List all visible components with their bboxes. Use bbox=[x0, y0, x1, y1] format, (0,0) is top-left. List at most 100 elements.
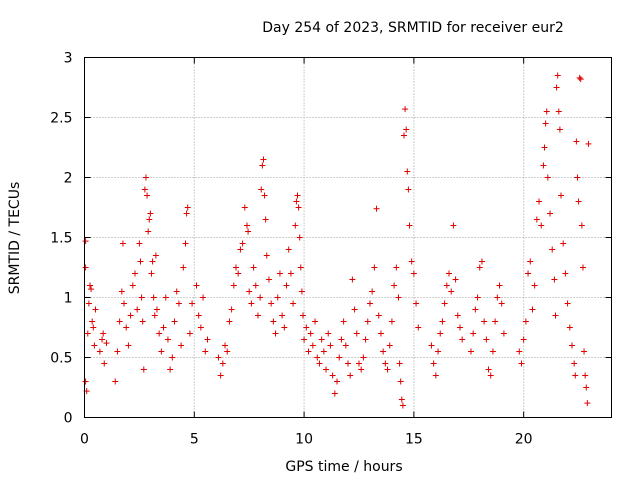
data-point bbox=[543, 108, 550, 115]
data-point bbox=[340, 318, 347, 325]
data-point bbox=[403, 126, 410, 133]
y-tick-label: 1.5 bbox=[50, 231, 72, 247]
data-point bbox=[233, 264, 240, 271]
data-point bbox=[408, 258, 415, 265]
data-point bbox=[82, 264, 89, 271]
data-point bbox=[287, 270, 294, 277]
data-point bbox=[88, 286, 95, 293]
y-tick-label: 0.5 bbox=[50, 351, 72, 367]
data-point bbox=[92, 306, 99, 313]
data-point bbox=[226, 318, 233, 325]
data-point bbox=[351, 306, 358, 313]
data-point bbox=[397, 378, 404, 385]
data-point bbox=[516, 348, 523, 355]
data-point bbox=[564, 300, 571, 307]
data-point bbox=[562, 270, 569, 277]
data-point bbox=[452, 276, 459, 283]
data-point bbox=[162, 294, 169, 301]
data-point bbox=[318, 336, 325, 343]
data-point bbox=[435, 348, 442, 355]
data-point bbox=[538, 222, 545, 229]
data-point bbox=[307, 330, 314, 337]
data-point bbox=[443, 282, 450, 289]
data-point bbox=[395, 294, 402, 301]
data-point bbox=[478, 258, 485, 265]
data-point bbox=[164, 336, 171, 343]
data-point bbox=[150, 294, 157, 301]
data-point bbox=[297, 264, 304, 271]
data-point bbox=[584, 400, 591, 407]
y-tick-label: 0 bbox=[64, 411, 73, 427]
data-point bbox=[581, 348, 588, 355]
data-point bbox=[183, 210, 190, 217]
data-point bbox=[551, 276, 558, 283]
data-point bbox=[258, 186, 265, 193]
data-point bbox=[101, 360, 108, 367]
data-point bbox=[274, 294, 281, 301]
data-point bbox=[160, 324, 167, 331]
data-point bbox=[375, 312, 382, 319]
y-tick-label: 2 bbox=[64, 171, 73, 187]
data-point bbox=[432, 372, 439, 379]
data-point bbox=[175, 300, 182, 307]
data-point bbox=[281, 324, 288, 331]
data-point bbox=[334, 378, 341, 385]
data-point bbox=[285, 246, 292, 253]
data-point bbox=[270, 318, 277, 325]
data-point bbox=[200, 294, 207, 301]
data-point bbox=[542, 120, 549, 127]
data-point bbox=[472, 306, 479, 313]
data-point bbox=[99, 336, 106, 343]
data-point bbox=[189, 300, 196, 307]
data-point bbox=[470, 330, 477, 337]
data-point bbox=[193, 282, 200, 289]
data-point bbox=[415, 324, 422, 331]
data-point bbox=[485, 366, 492, 373]
data-point bbox=[305, 348, 312, 355]
data-point bbox=[241, 204, 248, 211]
y-tick-label: 1 bbox=[64, 291, 73, 307]
data-point bbox=[118, 288, 125, 295]
data-point bbox=[568, 342, 575, 349]
data-point bbox=[296, 234, 303, 241]
data-point bbox=[355, 360, 362, 367]
data-point bbox=[406, 222, 413, 229]
x-tick-label: 0 bbox=[80, 432, 89, 448]
data-point bbox=[364, 318, 371, 325]
data-point bbox=[391, 282, 398, 289]
x-tick-label: 5 bbox=[190, 432, 199, 448]
data-point bbox=[279, 312, 286, 319]
data-points bbox=[82, 72, 592, 409]
data-point bbox=[121, 300, 128, 307]
data-point bbox=[116, 318, 123, 325]
data-point bbox=[399, 402, 406, 409]
data-point bbox=[541, 144, 548, 151]
chart-title: Day 254 of 2023, SRMTID for receiver eur… bbox=[262, 20, 564, 36]
data-point bbox=[132, 270, 139, 277]
data-point bbox=[386, 342, 393, 349]
data-point bbox=[261, 192, 268, 199]
data-point bbox=[243, 222, 250, 229]
data-point bbox=[329, 372, 336, 379]
data-point bbox=[380, 348, 387, 355]
axis-ticks: 0 5 10 15 20 0 0.5 1 1.5 2 2.5 3 bbox=[50, 51, 612, 448]
data-point bbox=[103, 340, 110, 347]
data-point bbox=[202, 348, 209, 355]
data-point bbox=[529, 306, 536, 313]
data-point bbox=[353, 330, 360, 337]
data-point bbox=[536, 198, 543, 205]
data-point bbox=[338, 336, 345, 343]
data-point bbox=[228, 306, 235, 313]
data-point bbox=[476, 264, 483, 271]
data-point bbox=[439, 318, 446, 325]
data-point bbox=[323, 366, 330, 373]
data-point bbox=[123, 324, 130, 331]
data-point bbox=[182, 240, 189, 247]
data-point bbox=[566, 324, 573, 331]
data-point bbox=[518, 360, 525, 367]
data-point bbox=[579, 264, 586, 271]
data-point bbox=[142, 174, 149, 181]
data-point bbox=[254, 312, 261, 319]
data-point bbox=[393, 264, 400, 271]
data-point bbox=[268, 300, 275, 307]
